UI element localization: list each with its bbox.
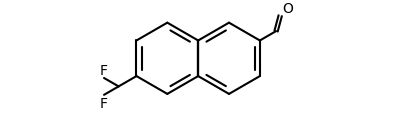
Text: F: F: [100, 96, 108, 110]
Text: F: F: [100, 63, 108, 77]
Text: O: O: [282, 2, 293, 16]
